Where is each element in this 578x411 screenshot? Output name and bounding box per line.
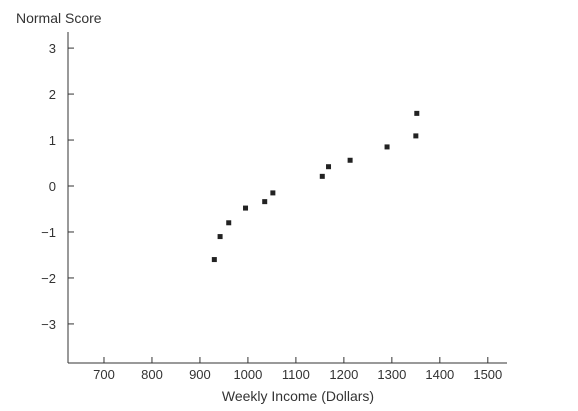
- data-point: [384, 144, 390, 150]
- data-point: [211, 257, 217, 263]
- data-point: [262, 199, 268, 205]
- y-tick-label: −3: [41, 317, 56, 332]
- data-points: [211, 110, 420, 263]
- data-point: [347, 157, 353, 163]
- x-tick-label: 700: [93, 367, 115, 382]
- y-axis-ticks: 3 2 1 0 −1 −2 −3: [41, 41, 74, 332]
- x-tick-label: 1400: [425, 367, 454, 382]
- x-tick-label: 1100: [282, 367, 310, 382]
- y-tick-label: −1: [41, 225, 56, 240]
- data-point: [319, 173, 325, 179]
- x-tick-label: 900: [189, 367, 211, 382]
- x-tick-label: 1000: [233, 367, 262, 382]
- data-point: [326, 164, 332, 170]
- y-axis-title: Normal Score: [16, 10, 102, 26]
- data-point: [270, 190, 276, 196]
- y-tick-label: 3: [49, 41, 56, 56]
- x-axis-ticks: 700 800 900 1000 1100 1200 1300 1400 1500: [93, 357, 502, 382]
- x-tick-label: 800: [141, 367, 163, 382]
- data-point: [243, 205, 249, 211]
- data-point: [226, 220, 232, 226]
- x-tick-label: 1300: [377, 367, 406, 382]
- x-tick-label: 1200: [329, 367, 358, 382]
- y-tick-label: −2: [41, 271, 56, 286]
- data-point: [413, 133, 419, 139]
- y-tick-label: 1: [49, 133, 56, 148]
- data-point: [217, 234, 223, 240]
- x-tick-label: 1500: [473, 367, 502, 382]
- x-axis-title: Weekly Income (Dollars): [222, 388, 374, 404]
- y-tick-label: 2: [49, 87, 56, 102]
- data-point: [414, 110, 420, 116]
- y-tick-label: 0: [49, 179, 56, 194]
